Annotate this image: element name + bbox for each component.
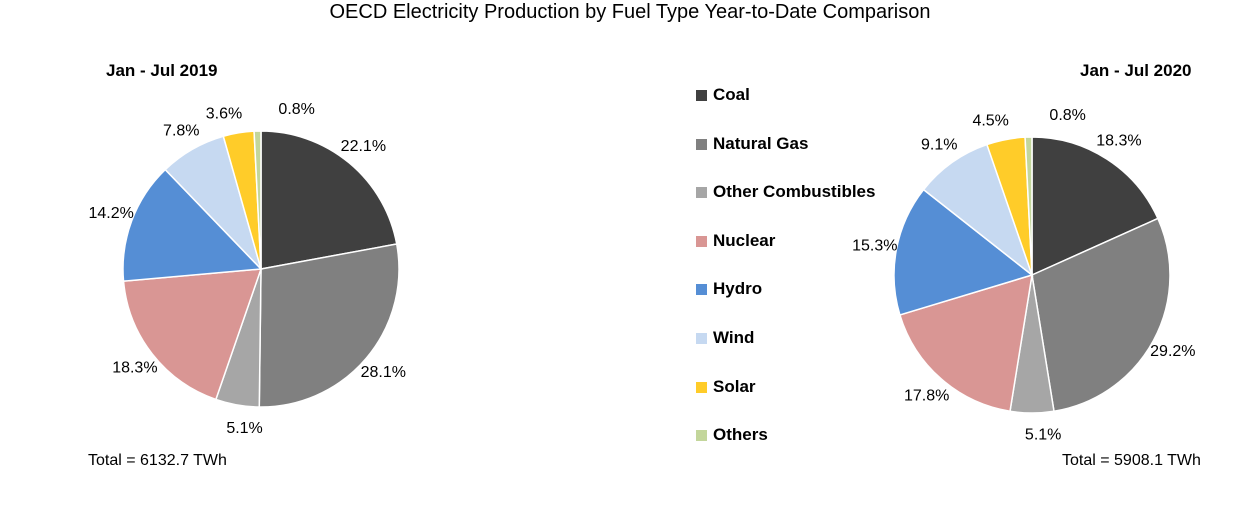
legend-label: Other Combustibles [713,182,876,202]
legend-label: Hydro [713,279,763,299]
legend-swatch [696,138,707,150]
chart-title: OECD Electricity Production by Fuel Type… [329,1,931,23]
legend-label: Nuclear [713,230,776,250]
data-label-hydro: 14.2% [88,205,133,222]
pie-slice-natural-gas [1031,217,1171,413]
data-label-others: 0.8% [1049,107,1085,124]
legend-swatch [696,187,707,199]
legend-label: Natural Gas [713,133,809,153]
pie-slice-natural-gas [258,243,400,408]
data-label-other-combustibles: 5.1% [1025,427,1061,444]
pie-slice-others [1024,136,1033,276]
pie-slice-others [253,130,262,270]
legend-swatch [696,381,707,393]
pie-slice-hydro [893,188,1034,316]
data-label-solar: 3.6% [206,105,242,122]
pie-slice-coal [1031,136,1159,277]
legend-label: Solar [713,376,756,396]
data-label-other-combustibles: 5.1% [226,420,262,437]
data-label-coal: 22.1% [341,138,386,155]
legend-swatch [696,430,707,442]
legend-label: Wind [713,327,755,347]
pie-title-2020: Jan - Jul 2020 [1080,61,1192,80]
legend-swatch [696,284,707,296]
legend-label: Coal [713,85,750,104]
pie-slice-hydro [122,168,263,282]
data-label-hydro: 15.3% [852,237,897,254]
data-label-solar: 4.5% [972,112,1008,129]
pie-title-2019: Jan - Jul 2019 [106,61,218,80]
legend-swatch [696,235,707,247]
data-label-wind: 9.1% [921,137,957,154]
data-label-natural-gas: 29.2% [1150,343,1195,360]
data-label-coal: 18.3% [1096,133,1141,150]
pie-slice-wind [922,143,1034,278]
data-label-others: 0.8% [278,101,314,118]
legend-swatch [696,332,707,344]
data-label-wind: 7.8% [163,122,199,139]
data-label-natural-gas: 28.1% [361,364,406,381]
total-2020: Total = 5908.1 TWh [1062,452,1201,469]
pie-slice-nuclear [898,273,1033,413]
pie-slice-nuclear [122,268,263,401]
data-label-nuclear: 17.8% [904,387,949,404]
legend-label: Others [713,425,768,445]
data-label-nuclear: 18.3% [112,359,157,376]
pie-slice-coal [260,130,398,270]
total-2019: Total = 6132.7 TWh [88,452,227,469]
legend-swatch [696,90,707,101]
